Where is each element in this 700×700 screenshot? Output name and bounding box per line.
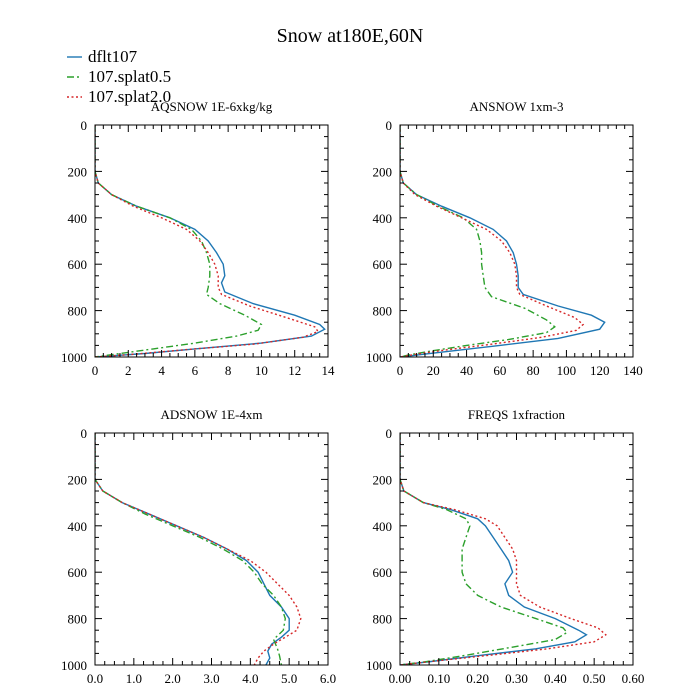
x-tick-label: 80 bbox=[527, 363, 540, 378]
figure-title: Snow at180E,60N bbox=[277, 25, 424, 47]
x-tick-label: 6.0 bbox=[320, 671, 336, 686]
y-tick-label: 0 bbox=[81, 426, 88, 441]
x-tick-label: 4.0 bbox=[242, 671, 258, 686]
legend-label-splat20: 107.splat2.0 bbox=[88, 87, 171, 106]
y-tick-label: 600 bbox=[68, 257, 88, 272]
series-line-dflt107 bbox=[400, 125, 606, 357]
x-tick-label: 60 bbox=[493, 363, 506, 378]
panels: AQSNOW 1E-6xkg/kg0 2 4 6 8 10 12 14020040060080… bbox=[61, 99, 644, 686]
legend-label-dflt107: dflt107 bbox=[88, 47, 138, 66]
x-tick-label: 140 bbox=[623, 363, 643, 378]
panel-2: ADSNOW 1E-4xm 0.0 1.0 2.0 3.0 4.0 5.0 6.0 0 200 40… bbox=[61, 407, 336, 686]
x-tick-label: 4 bbox=[158, 363, 165, 378]
y-tick-label: 0 bbox=[81, 118, 88, 133]
x-tick-label: 5.0 bbox=[281, 671, 297, 686]
x-tick-label: 2 bbox=[125, 363, 132, 378]
y-tick-label: 400 bbox=[373, 519, 393, 534]
legend-label-splat05: 107.splat0.5 bbox=[88, 67, 171, 86]
y-tick-label: 200 bbox=[68, 472, 88, 487]
series-line-107-splat2-0 bbox=[95, 433, 302, 665]
x-tick-label: 20 bbox=[427, 363, 440, 378]
x-tick-label: 0.0 bbox=[87, 671, 103, 686]
x-tick-label: 0.30 bbox=[505, 671, 528, 686]
panel-title: FREQS 1xfraction bbox=[468, 407, 566, 422]
panel-3: FREQS 1xfraction 0.00 0.10 0.20 0.30 0.40 0.50… bbox=[366, 407, 644, 686]
y-tick-label: 1000 bbox=[366, 350, 392, 365]
series-line-107-splat0-5 bbox=[400, 433, 569, 665]
y-tick-label: 200 bbox=[68, 164, 88, 179]
x-tick-label: 120 bbox=[590, 363, 610, 378]
x-tick-label: 40 bbox=[460, 363, 473, 378]
y-tick-label: 200 bbox=[373, 472, 393, 487]
x-tick-label: 0.00 bbox=[389, 671, 412, 686]
y-tick-label: 800 bbox=[373, 304, 393, 319]
x-tick-label: 3.0 bbox=[203, 671, 219, 686]
series-line-107-splat2-0 bbox=[400, 433, 607, 665]
series-line-107-splat0-5 bbox=[95, 125, 263, 357]
plot-frame bbox=[399, 432, 634, 666]
legend: dflt107 107.splat0.5 107.splat2.0 bbox=[67, 47, 171, 106]
series-line-107-splat0-5 bbox=[400, 125, 556, 357]
x-tick-label: 10 bbox=[255, 363, 268, 378]
x-tick-label: 100 bbox=[557, 363, 577, 378]
y-tick-label: 1000 bbox=[61, 658, 87, 673]
y-tick-label: 600 bbox=[373, 565, 393, 580]
y-tick-label: 400 bbox=[373, 211, 393, 226]
plot-frame bbox=[94, 432, 329, 666]
x-tick-label: 2.0 bbox=[165, 671, 181, 686]
panel-1: ANSNOW 1xm-3 0 20 40 60 80 100 120 140 0 200 400 600… bbox=[366, 99, 643, 378]
y-tick-label: 0 bbox=[386, 426, 393, 441]
y-tick-label: 600 bbox=[373, 257, 393, 272]
plot-frame bbox=[94, 124, 329, 358]
plot-frame bbox=[399, 124, 634, 358]
panel-title: AQSNOW 1E-6xkg/kg bbox=[151, 99, 273, 114]
x-tick-label: 14 bbox=[322, 363, 336, 378]
x-tick-label: 0 bbox=[397, 363, 404, 378]
x-tick-label: 8 bbox=[225, 363, 232, 378]
y-tick-label: 800 bbox=[373, 612, 393, 627]
y-tick-label: 1000 bbox=[61, 350, 87, 365]
series-line-107-splat2-0 bbox=[400, 125, 585, 357]
x-tick-label: 0 bbox=[92, 363, 99, 378]
series-line-dflt107 bbox=[400, 433, 588, 665]
y-tick-label: 800 bbox=[68, 304, 88, 319]
y-tick-label: 600 bbox=[68, 565, 88, 580]
x-tick-label: 0.60 bbox=[622, 671, 645, 686]
y-tick-label: 1000 bbox=[366, 658, 392, 673]
x-tick-label: 0.20 bbox=[466, 671, 489, 686]
series-line-107-splat2-0 bbox=[95, 125, 320, 357]
y-tick-label: 400 bbox=[68, 211, 88, 226]
x-tick-label: 0.40 bbox=[544, 671, 567, 686]
y-tick-label: 200 bbox=[373, 164, 393, 179]
y-tick-label: 400 bbox=[68, 519, 88, 534]
series-line-dflt107 bbox=[95, 125, 326, 357]
panel-0: AQSNOW 1E-6xkg/kg 0 2 4 6 8 10 12 14 0 200 400 600 80… bbox=[61, 99, 335, 378]
x-tick-label: 12 bbox=[288, 363, 301, 378]
y-tick-label: 0 bbox=[386, 118, 393, 133]
panel-title: ADSNOW 1E-4xm bbox=[161, 407, 263, 422]
y-tick-label: 800 bbox=[68, 612, 88, 627]
panel-title: ANSNOW 1xm-3 bbox=[469, 99, 563, 114]
series-line-107-splat0-5 bbox=[95, 433, 287, 665]
x-tick-label: 0.10 bbox=[427, 671, 450, 686]
x-tick-label: 6 bbox=[192, 363, 199, 378]
x-tick-label: 1.0 bbox=[126, 671, 142, 686]
x-tick-label: 0.50 bbox=[583, 671, 606, 686]
series-line-dflt107 bbox=[95, 433, 290, 665]
